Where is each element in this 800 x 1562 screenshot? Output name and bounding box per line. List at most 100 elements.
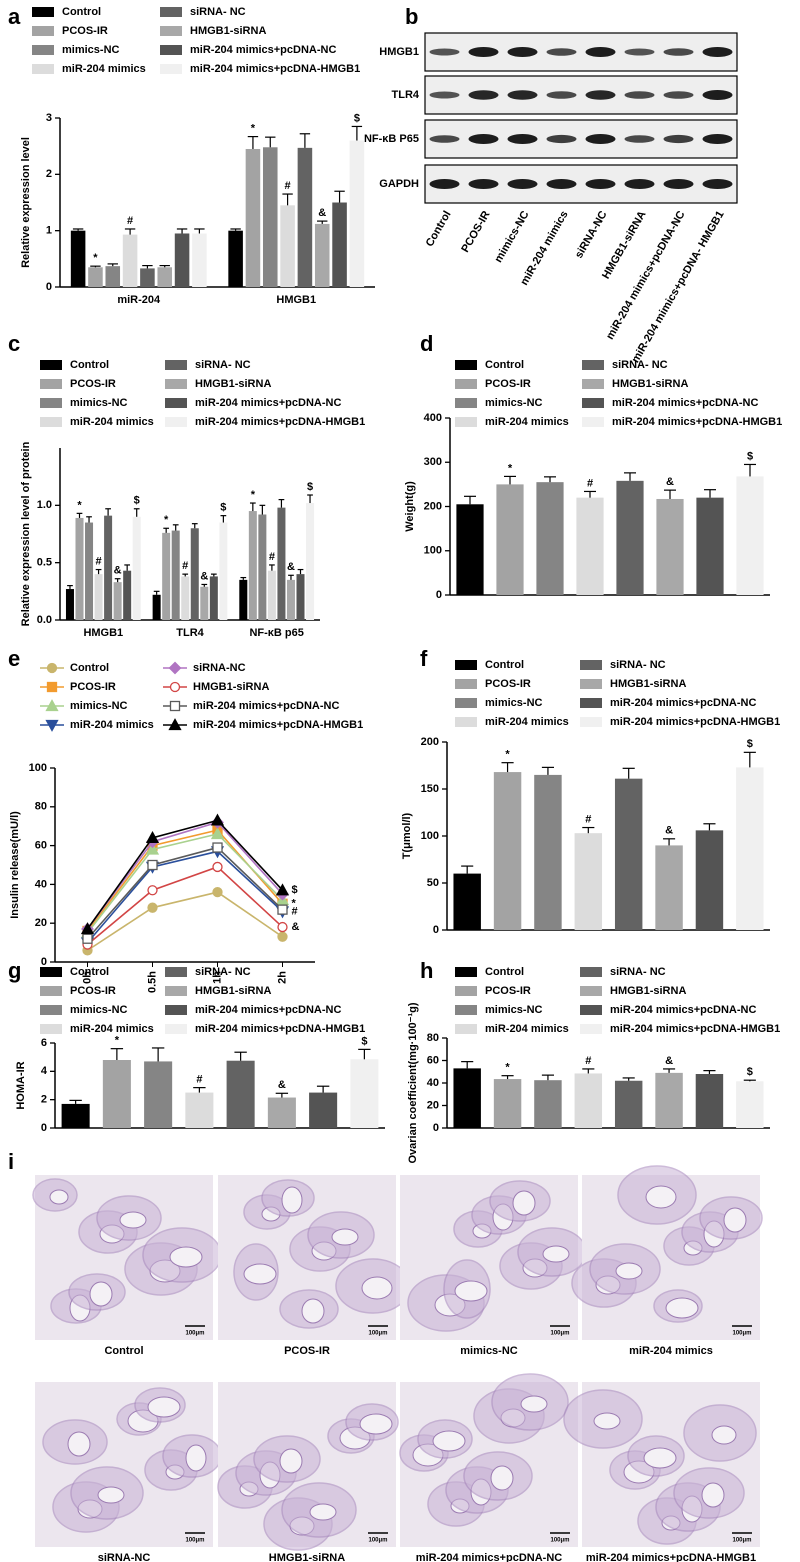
blot-protein-label: HMGB1 (379, 46, 419, 58)
y-tick-label: 0 (41, 956, 47, 968)
bar (85, 522, 94, 620)
y-tick-label: 4 (41, 1065, 48, 1077)
legend-label: miR-204 mimics (70, 719, 154, 731)
y-tick-label: 80 (35, 801, 47, 813)
legend-label: HMGB1-siRNA (193, 681, 269, 693)
blot-band (663, 179, 694, 189)
significance-mark: * (93, 252, 98, 264)
point (212, 861, 223, 873)
panel-letter: i (8, 1149, 14, 1174)
follicle (97, 1486, 125, 1504)
legend-swatch (580, 698, 602, 708)
legend-swatch (165, 1024, 187, 1034)
bar (297, 147, 313, 287)
image-label: miR-204 mimics+pcDNA-NC (416, 1552, 562, 1562)
blot-lane-label: miR-204 mimics+pcDNA-NC (604, 209, 688, 342)
follicle (49, 1189, 69, 1205)
legend-swatch (32, 64, 54, 74)
significance-mark: $ (747, 450, 753, 462)
follicle (701, 1482, 725, 1508)
bar (656, 498, 684, 595)
significance-mark: * (251, 489, 256, 501)
legend-swatch (455, 417, 477, 427)
legend-label: miR-204 mimics+pcDNA-NC (195, 397, 341, 409)
y-tick-label: 80 (427, 1032, 439, 1044)
histology-image: 100μm (571, 1165, 763, 1340)
blot-protein-label: TLR4 (392, 89, 420, 101)
bar (152, 594, 161, 620)
bar (94, 574, 103, 620)
blot-band (546, 91, 577, 99)
significance-mark: * (292, 898, 297, 910)
legend-label: siRNA- NC (612, 359, 668, 371)
legend-label: miR-204 mimics+pcDNA-HMGB1 (193, 719, 363, 731)
blot-band (585, 134, 616, 144)
point (212, 842, 223, 853)
blot-band (585, 47, 616, 57)
legend-swatch (455, 1005, 477, 1015)
point (210, 827, 225, 840)
follicle (361, 1276, 393, 1300)
legend-label: mimics-NC (485, 1004, 543, 1016)
bar (574, 833, 603, 930)
panel-letter: e (8, 646, 20, 671)
series-line (86, 866, 284, 946)
legend-label: siRNA- NC (610, 966, 666, 978)
legend-label: PCOS-IR (70, 681, 116, 693)
y-tick-label: 100 (29, 762, 47, 774)
legend-label: Control (70, 662, 109, 674)
bar (493, 1079, 522, 1128)
scale-bar-label: 100μm (550, 1538, 569, 1544)
blot-band (507, 134, 538, 144)
bar (245, 148, 261, 287)
bar (736, 1081, 764, 1128)
bar (306, 503, 315, 620)
bar (185, 1092, 214, 1128)
follicle (711, 1425, 737, 1445)
scale-bar-label: 100μm (732, 1538, 751, 1544)
bar (534, 774, 562, 930)
significance-mark: & (666, 476, 674, 488)
significance-mark: * (115, 1035, 120, 1047)
bar (534, 1080, 562, 1128)
follicle (645, 1185, 677, 1209)
bar (61, 1103, 90, 1128)
significance-mark: * (164, 514, 169, 526)
bar (122, 234, 138, 287)
bar (574, 1073, 603, 1128)
legend-swatch (40, 1005, 62, 1015)
legend-label: siRNA-NC (193, 662, 246, 674)
bar (181, 576, 190, 620)
legend-label: siRNA- NC (190, 6, 246, 18)
point (275, 883, 290, 896)
x-tick-label: HMGB1 (276, 294, 316, 306)
significance-mark: # (269, 551, 275, 563)
follicle (432, 1430, 466, 1452)
significance-mark: * (505, 1062, 510, 1074)
legend-label: miR-204 mimics (62, 63, 146, 75)
legend-label: mimics-NC (70, 397, 128, 409)
legend-marker (46, 662, 58, 674)
legend-marker (169, 681, 181, 693)
blot-band (468, 179, 499, 189)
scale-bar-label: 100μm (368, 1331, 387, 1337)
legend-swatch (455, 717, 477, 727)
x-tick-label: miR-204 (117, 294, 161, 306)
blot-band (663, 134, 694, 144)
legend-label: PCOS-IR (70, 985, 116, 997)
y-tick-label: 40 (427, 1077, 439, 1089)
point (145, 842, 160, 855)
bar (536, 482, 564, 595)
bar (453, 1068, 481, 1128)
y-tick-label: 3 (46, 112, 52, 124)
scale-bar-label: 100μm (185, 1538, 204, 1544)
bar (453, 873, 481, 930)
bar (132, 516, 141, 620)
y-tick-label: 40 (35, 878, 47, 890)
legend-swatch (160, 26, 182, 36)
series-line (86, 821, 284, 930)
follicle (301, 1298, 325, 1324)
y-tick-label: 1.0 (37, 499, 52, 511)
panel-letter: c (8, 331, 20, 356)
